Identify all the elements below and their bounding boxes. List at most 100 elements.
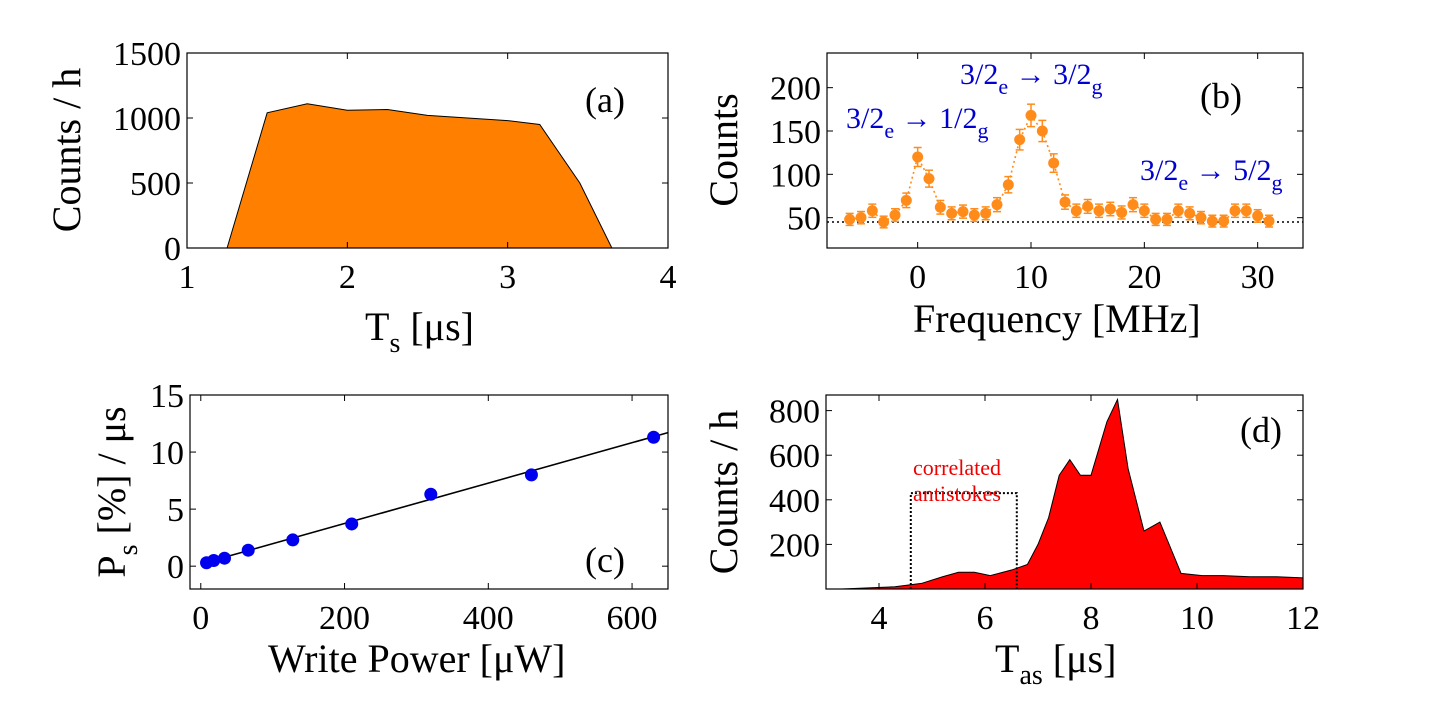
- panel-b-frame: [826, 52, 1304, 249]
- panel-a: 1 2 3 4 0 500 1000 1500 (a) Ts [μs] Counts / h: [44, 36, 677, 359]
- panel-c-ytick-label: 10: [150, 435, 184, 472]
- panel-d-xlabel-sub: as: [1019, 660, 1042, 691]
- panel-b-point: [991, 199, 1003, 211]
- panel-b-ytick-label: 200: [770, 71, 821, 108]
- panel-b-point: [1036, 125, 1048, 137]
- panel-d-xlabel-unit: [μs]: [1043, 636, 1117, 681]
- panel-b-point: [946, 207, 958, 219]
- panel-b-point: [1206, 215, 1218, 227]
- panel-b-point: [900, 194, 912, 206]
- panel-a-ytick-label: 1500: [113, 36, 181, 73]
- panel-c-point: [218, 551, 232, 565]
- panel-c-ticks: 0 200 400 600 0 5 10 15: [150, 378, 668, 637]
- panel-b-annotation-2: 3/2e → 3/2g: [960, 58, 1102, 99]
- panel-b-point: [1070, 205, 1082, 217]
- panel-a-area-layer: [226, 103, 613, 249]
- panel-b-point: [1263, 215, 1275, 227]
- panel-d-xtick-label: 8: [1083, 600, 1100, 637]
- panel-d-ytick-label: 200: [769, 527, 820, 564]
- panel-d: 4 6 8 10 12 200 400 600 800 (d) correlated antis…: [701, 394, 1320, 691]
- panel-b-point: [1025, 109, 1037, 121]
- panel-b-point: [923, 173, 935, 185]
- panel-d-ylabel: Counts / h: [701, 410, 746, 574]
- panel-c-point: [241, 543, 255, 557]
- panel-d-xtick-label: 4: [871, 600, 888, 637]
- panel-b-ylabel: Counts: [701, 93, 746, 206]
- panel-b-point: [1082, 200, 1094, 212]
- panel-b-xtick-label: 20: [1127, 259, 1161, 296]
- panel-d-frame: [825, 394, 1304, 590]
- panel-b-ticks: 0 10 20 30 50 100 150 200: [770, 53, 1303, 296]
- panel-c-ylabel-sub: s: [113, 544, 144, 555]
- panel-b-ytick-label: 100: [770, 157, 821, 194]
- panel-c-ytick-label: 15: [150, 378, 184, 415]
- panel-a-area: [226, 103, 613, 249]
- panel-c-data-layer: [200, 430, 669, 570]
- panel-b-point: [1184, 207, 1196, 219]
- panel-b-point: [1138, 205, 1150, 217]
- panel-b-point: [1002, 179, 1014, 191]
- panel-b-point: [957, 206, 969, 218]
- panel-a-ytick-label: 500: [130, 166, 181, 203]
- panel-b-point: [889, 209, 901, 221]
- panel-a-xlabel-sub: s: [389, 328, 400, 359]
- panel-b-point: [1195, 212, 1207, 224]
- panel-b-point: [980, 207, 992, 219]
- panel-b-point: [1127, 199, 1139, 211]
- panel-b-xlabel: Frequency [MHz]: [913, 296, 1201, 341]
- panel-a-xtick-label: 4: [660, 259, 677, 296]
- panel-a-ylabel: Counts / h: [44, 68, 89, 232]
- panel-c-point: [424, 487, 438, 501]
- panel-c-ylabel-main: P: [89, 555, 134, 577]
- panel-b-point: [912, 151, 924, 163]
- panel-a-xlabel-unit: [μs]: [400, 304, 474, 349]
- panel-a-ytick-label: 0: [164, 231, 181, 268]
- panel-d-annotation-line2: antistokes: [913, 481, 1001, 506]
- panel-c-ytick-label: 5: [167, 492, 184, 529]
- panel-c-xtick-label: 600: [607, 600, 658, 637]
- panel-b-point: [855, 212, 867, 224]
- panel-a-ytick-label: 1000: [113, 101, 181, 138]
- panel-c-point: [207, 553, 221, 567]
- panel-d-label: (d): [1240, 410, 1282, 450]
- panel-b-label: (b): [1200, 76, 1242, 116]
- panel-a-xtick-label: 1: [179, 259, 196, 296]
- panel-b-annotation-1: 3/2e → 1/2g: [846, 102, 988, 143]
- panel-c-point: [647, 430, 661, 444]
- panel-b-point: [934, 201, 946, 213]
- panel-b-annotation-3: 3/2e → 5/2g: [1140, 154, 1282, 195]
- panel-b-point: [1116, 206, 1128, 218]
- panel-b-point: [844, 213, 856, 225]
- panel-a-label: (a): [585, 80, 625, 120]
- panel-b-ytick-label: 150: [770, 114, 821, 151]
- panel-b-point: [1161, 213, 1173, 225]
- panel-c-xtick-label: 0: [192, 600, 209, 637]
- panel-d-ticks: 4 6 8 10 12 200 400 600 800: [769, 394, 1320, 637]
- panel-d-xtick-label: 10: [1180, 600, 1214, 637]
- panel-a-xlabel-main: T: [365, 304, 389, 349]
- panel-d-window: [909, 492, 1018, 589]
- panel-c-point: [286, 533, 300, 547]
- panel-d-area-layer: [841, 397, 1304, 590]
- panel-a-xtick-label: 2: [339, 259, 356, 296]
- panel-c: 0 200 400 600 0 5 10 15 (c) Write Power [μW] Ps…: [89, 378, 669, 681]
- panel-d-ytick-label: 600: [769, 438, 820, 475]
- panel-b-point: [1048, 157, 1060, 169]
- panel-b-point: [1014, 134, 1026, 146]
- panel-d-xtick-label: 6: [977, 600, 994, 637]
- panel-b-point: [1150, 213, 1162, 225]
- panel-b-point: [1104, 203, 1116, 215]
- panel-b: 0 10 20 30 50 100 150 200 (b) Frequency [MHz] C…: [701, 52, 1304, 341]
- panel-b-point: [866, 205, 878, 217]
- panel-d-ytick-label: 400: [769, 483, 820, 520]
- panel-c-point: [524, 468, 538, 482]
- panel-a-xtick-label: 3: [499, 259, 516, 296]
- panel-b-data-layer: [827, 103, 1303, 229]
- panel-c-ylabel: Ps [%] / μs: [89, 406, 144, 577]
- panel-b-point: [1229, 205, 1241, 217]
- panel-a-frame: [186, 52, 669, 249]
- panel-b-xtick-label: 0: [909, 259, 926, 296]
- panel-c-xtick-label: 200: [319, 600, 370, 637]
- panel-b-ytick-label: 50: [787, 201, 821, 238]
